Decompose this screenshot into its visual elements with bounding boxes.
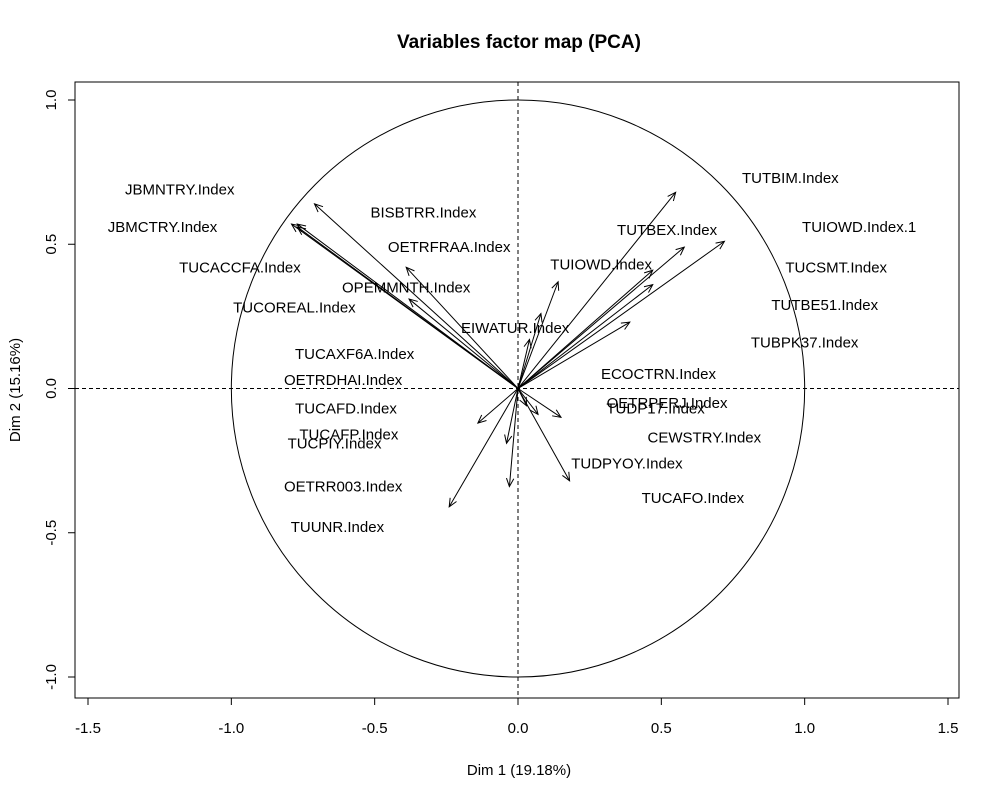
variable-label: OETRPERJ.Index bbox=[607, 395, 728, 412]
variable-label: TUTBIM.Index bbox=[742, 170, 839, 187]
variable-label: TUCAFD.Index bbox=[295, 401, 397, 418]
y-tick-label: 0.0 bbox=[43, 378, 60, 399]
variable-label: TUDPYOY.Index bbox=[571, 456, 683, 473]
variable-arrow bbox=[517, 280, 560, 389]
variable-label: ECOCTRN.Index bbox=[601, 366, 717, 383]
variable-label: TUTBEX.Index bbox=[617, 222, 718, 239]
y-tick-label: -0.5 bbox=[43, 520, 60, 546]
x-tick-label: 0.5 bbox=[651, 720, 672, 737]
variable-arrow bbox=[517, 246, 686, 389]
x-tick-label: -1.5 bbox=[75, 720, 101, 737]
variable-arrow bbox=[517, 388, 539, 416]
variable-label: TUDP17.Index bbox=[606, 401, 705, 418]
variable-arrow bbox=[517, 338, 532, 389]
x-tick-label: 0.0 bbox=[508, 720, 529, 737]
variable-label: TUCSMT.Index bbox=[785, 259, 887, 276]
variable-label: TUUNR.Index bbox=[291, 519, 385, 536]
variable-label: TUCAFO.Index bbox=[642, 490, 745, 507]
variable-arrow bbox=[517, 283, 654, 389]
y-axis-title: Dim 2 (15.16%) bbox=[7, 338, 24, 442]
y-tick-label: 1.0 bbox=[43, 90, 60, 111]
variable-label: TUIOWD.Index.1 bbox=[802, 219, 916, 236]
variable-arrow bbox=[405, 266, 519, 389]
variable-label: OETRDHAI.Index bbox=[284, 372, 403, 389]
variable-label: JBMCTRY.Index bbox=[108, 219, 218, 236]
variable-label: OETRFRAA.Index bbox=[388, 239, 511, 256]
variable-label: TUCOREAL.Index bbox=[233, 300, 356, 317]
variable-arrow bbox=[517, 388, 528, 407]
variable-arrow bbox=[505, 388, 519, 488]
variable-arrow bbox=[408, 298, 519, 389]
unit-circle bbox=[230, 99, 806, 678]
variable-label: JBMNTRY.Index bbox=[125, 181, 235, 198]
variable-arrow bbox=[504, 388, 519, 445]
variable-label: EIWATUR.Index bbox=[461, 320, 570, 337]
variable-arrow bbox=[296, 226, 519, 389]
variable-arrow bbox=[448, 388, 519, 508]
variable-arrow bbox=[517, 269, 654, 389]
variable-arrow bbox=[517, 388, 563, 419]
x-tick-label: -0.5 bbox=[362, 720, 388, 737]
x-tick-label: -1.0 bbox=[218, 720, 244, 737]
y-tick-label: 0.5 bbox=[43, 234, 60, 255]
variable-label: TUCAXF6A.Index bbox=[295, 346, 415, 363]
variable-label: BISBTRR.Index bbox=[370, 205, 476, 222]
variable-label: TUTBE51.Index bbox=[771, 297, 878, 314]
variable-label: TUCACCFA.Index bbox=[179, 259, 301, 276]
variable-label: TUCAFP.Index bbox=[299, 427, 398, 444]
x-tick-label: 1.5 bbox=[938, 720, 959, 737]
x-axis: -1.5 -1.0 -0.5 0.0 0.5 1.0 1.5 bbox=[75, 697, 959, 737]
variable-arrow bbox=[313, 203, 519, 389]
variable-arrow bbox=[476, 388, 519, 424]
variable-label: TUCPIY.Index bbox=[288, 435, 382, 452]
variable-arrow bbox=[517, 312, 543, 389]
variable-arrows bbox=[290, 191, 726, 508]
y-tick-label: -1.0 bbox=[43, 664, 60, 690]
x-tick-label: 1.0 bbox=[794, 720, 815, 737]
chart-title: Variables factor map (PCA) bbox=[397, 32, 641, 53]
variable-labels: JBMNTRY.Index JBMCTRY.Index TUCACCFA.Index… bbox=[108, 170, 916, 536]
variable-label: OPEMMNTH.Index bbox=[342, 280, 471, 297]
y-axis: -1.0 -0.5 0.0 0.5 1.0 bbox=[43, 90, 76, 690]
variable-label: TUIOWD.Index bbox=[550, 256, 652, 273]
variable-arrow bbox=[517, 191, 677, 389]
variable-label: CEWSTRY.Index bbox=[647, 430, 761, 447]
x-axis-title: Dim 1 (19.18%) bbox=[467, 762, 571, 779]
variable-label: TUBPK37.Index bbox=[751, 334, 859, 351]
variable-label: OETRR003.Index bbox=[284, 479, 403, 496]
variable-arrow bbox=[517, 321, 631, 389]
variable-arrow bbox=[517, 388, 571, 482]
variable-arrow bbox=[517, 240, 726, 389]
